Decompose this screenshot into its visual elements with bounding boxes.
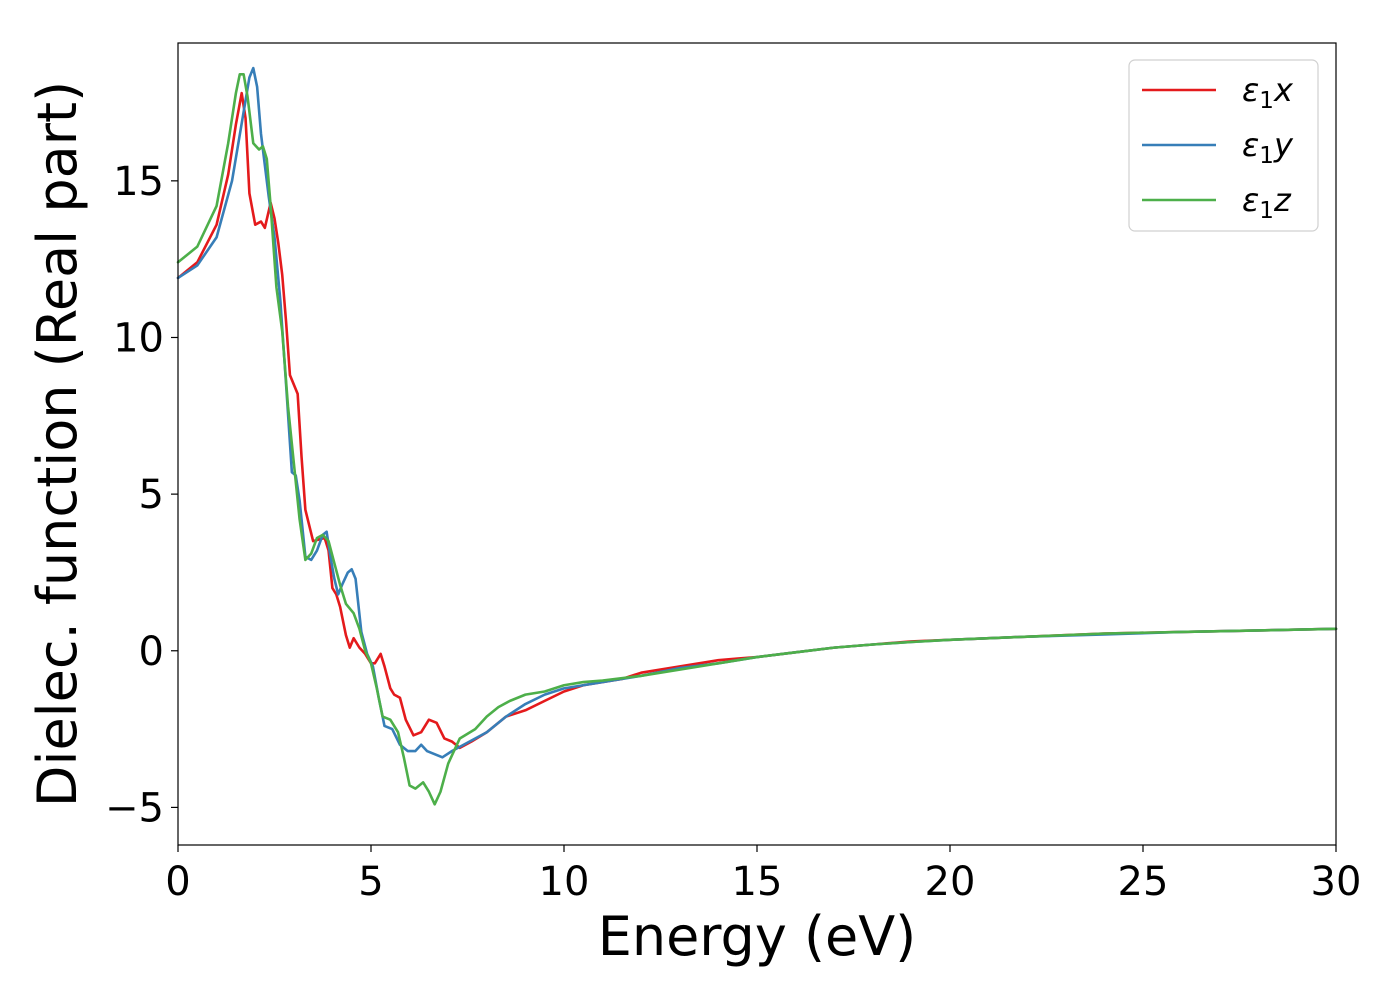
legend-label-x: ε1x xyxy=(1242,71,1294,114)
y-tick-label: 0 xyxy=(139,629,164,675)
y-axis-title: Dielec. function (Real part) xyxy=(26,81,89,807)
legend-label-z: ε1z xyxy=(1242,181,1292,224)
x-tick-label: 10 xyxy=(539,859,590,905)
y-axis-ticks: −5 0 5 10 15 xyxy=(105,159,178,831)
series-line-z xyxy=(176,73,1338,806)
x-axis-title: Energy (eV) xyxy=(598,905,917,968)
legend: ε1x ε1y ε1z xyxy=(1128,59,1319,232)
x-tick-label: 15 xyxy=(732,859,783,905)
x-tick-label: 0 xyxy=(165,859,190,905)
y-tick-label: 5 xyxy=(139,472,164,518)
series-layer xyxy=(176,66,1338,806)
series-line-x xyxy=(176,91,1338,750)
x-tick-label: 5 xyxy=(358,859,383,905)
legend-box xyxy=(1128,59,1319,232)
legend-items: ε1x ε1y ε1z xyxy=(1142,71,1294,224)
x-tick-label: 25 xyxy=(1118,859,1169,905)
x-axis-ticks: 0 5 10 15 20 25 30 xyxy=(165,845,1361,905)
y-tick-label: 15 xyxy=(113,159,164,205)
x-tick-label: 20 xyxy=(925,859,976,905)
y-tick-label: −5 xyxy=(105,785,164,831)
legend-label-y: ε1y xyxy=(1242,126,1294,169)
y-tick-label: 10 xyxy=(113,315,164,361)
x-tick-label: 30 xyxy=(1311,859,1362,905)
